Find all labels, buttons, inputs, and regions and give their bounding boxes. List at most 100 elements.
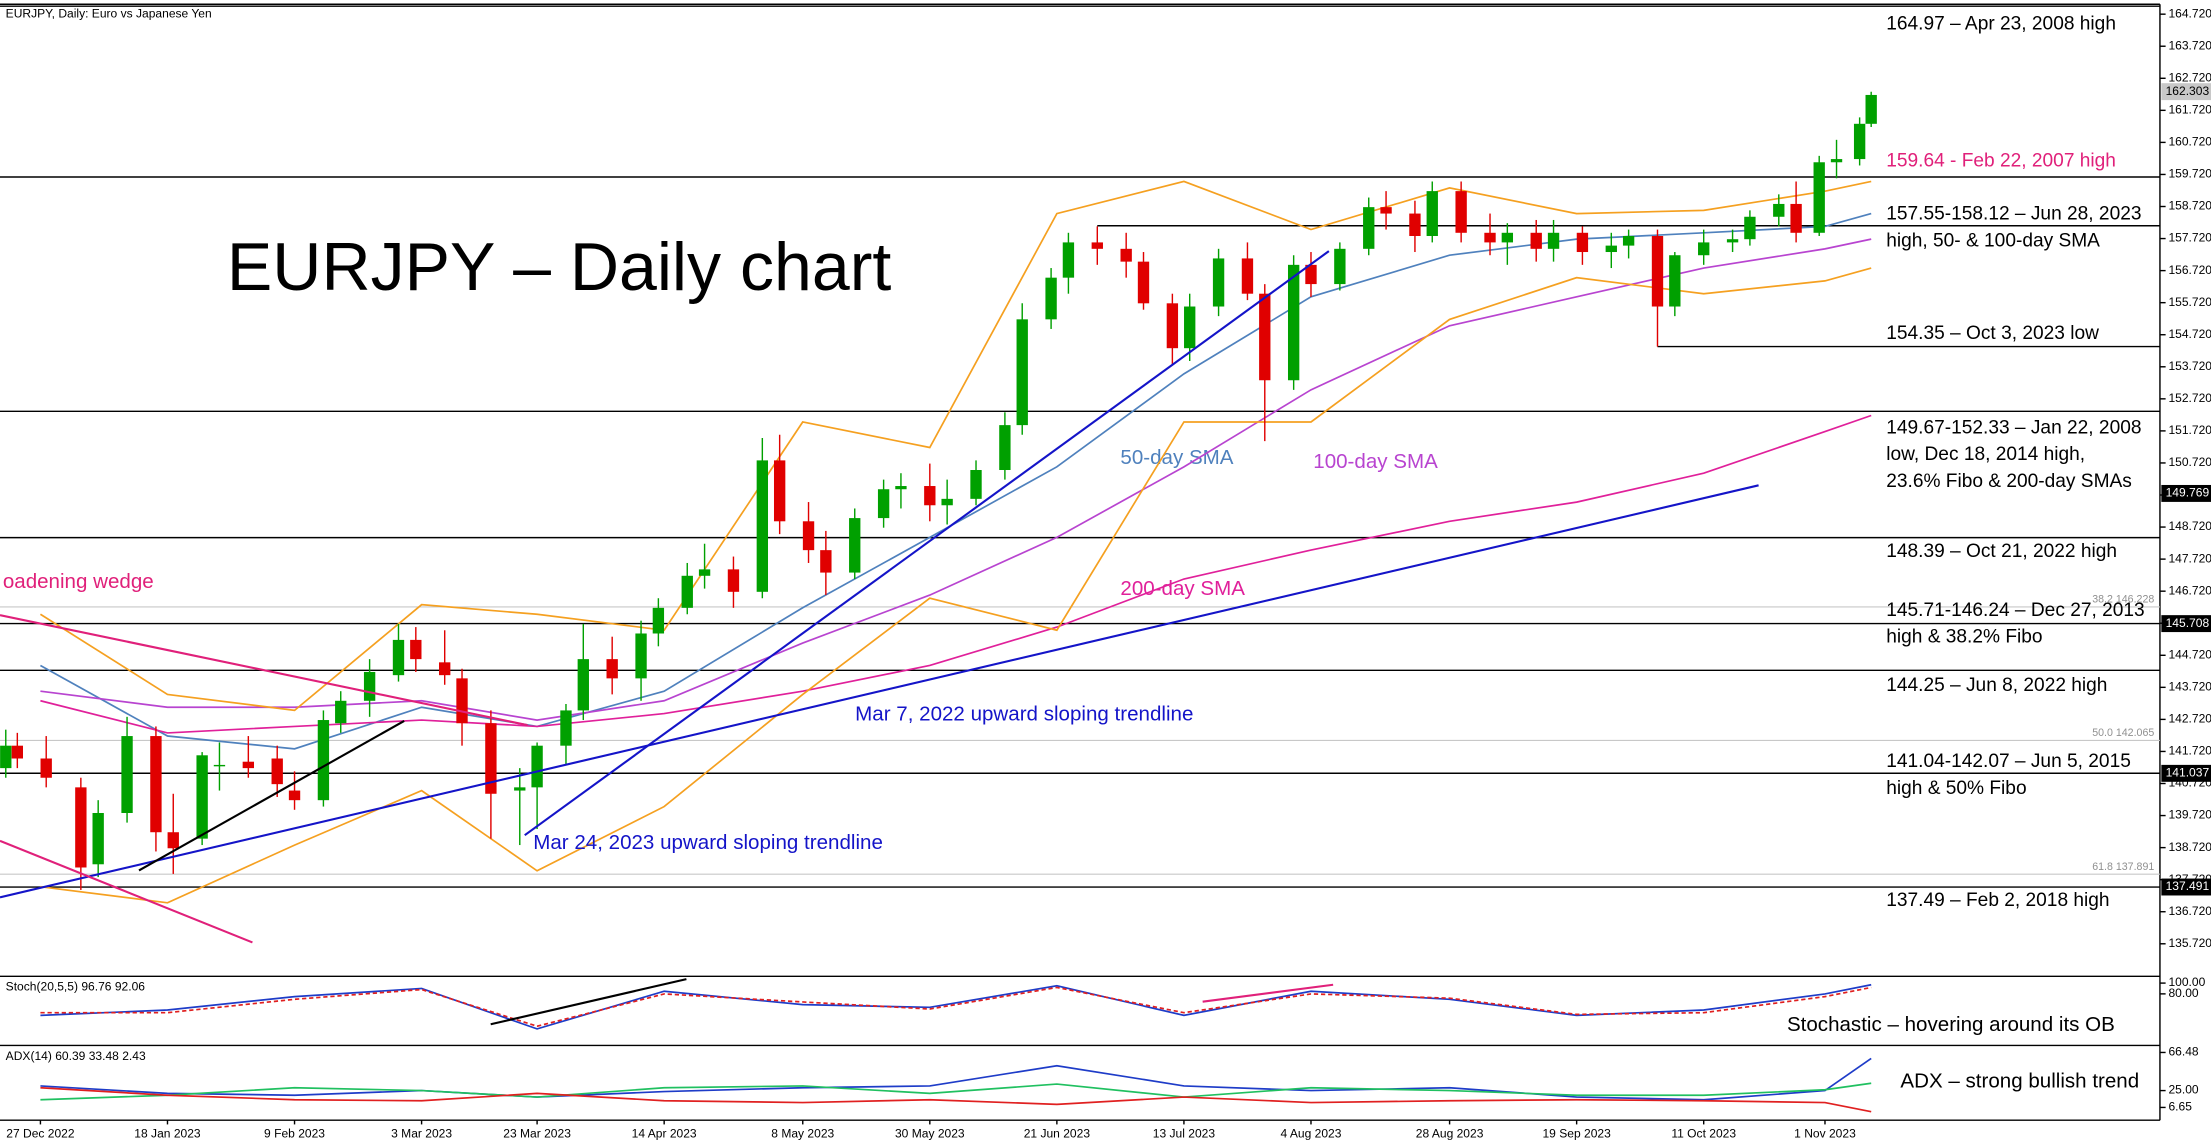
level-label: 159.64 - Feb 22, 2007 high	[1886, 151, 2116, 172]
y-tick-label: 80.00	[2168, 986, 2198, 1000]
candle-body	[150, 736, 162, 833]
y-tick-label: 155.720	[2168, 295, 2211, 309]
y-tick-label: 156.720	[2168, 263, 2211, 277]
y-tick-label: 100.00	[2168, 975, 2205, 989]
y-tick-label: 157.720	[2168, 231, 2211, 245]
level-label: 145.71-146.24 – Dec 27, 2013	[1886, 600, 2144, 621]
series-line	[40, 414, 1872, 734]
fibo-label: 61.8 137.891	[2092, 861, 2154, 873]
y-tick-label: 164.720	[2168, 6, 2211, 20]
fibo-label: 50.0 142.065	[2092, 727, 2154, 739]
candle-body	[1547, 232, 1560, 249]
y-tick-label: 153.720	[2168, 359, 2211, 373]
series-line	[40, 1057, 1872, 1101]
candle-body	[1698, 242, 1710, 256]
candle-body	[1455, 191, 1467, 233]
candle-body	[1576, 232, 1589, 253]
y-tick-label: 136.720	[2168, 904, 2211, 918]
y-tick-label: 159.720	[2168, 167, 2211, 181]
y-tick-label: 141.720	[2168, 744, 2211, 758]
x-tick-label: 8 May 2023	[771, 1126, 834, 1140]
candle-body	[335, 700, 347, 724]
annotation: ADX – strong bullish trend	[1900, 1070, 2139, 1093]
y-tick-label: 66.48	[2168, 1045, 2198, 1059]
candle-body	[1426, 191, 1438, 236]
candle-body	[652, 607, 665, 634]
candle-body	[681, 575, 693, 608]
candle-body	[439, 662, 451, 676]
y-tick-label: 151.720	[2168, 423, 2211, 437]
candle-body	[924, 486, 936, 506]
candle-body	[196, 755, 208, 839]
candle-body	[456, 678, 468, 724]
y-tick-label: 138.720	[2168, 840, 2211, 854]
level-label: 148.39 – Oct 21, 2022 high	[1886, 541, 2117, 562]
x-tick-label: 19 Sep 2023	[1542, 1126, 1611, 1140]
candle-body	[1305, 264, 1317, 285]
candle-body	[121, 736, 133, 813]
candle-body	[1380, 207, 1392, 214]
candle-body	[877, 489, 890, 519]
x-tick-label: 23 Mar 2023	[503, 1126, 571, 1140]
price-marker	[2161, 764, 2211, 782]
candle-body	[392, 639, 405, 676]
candle-body	[514, 787, 526, 791]
price-marker	[2161, 878, 2211, 896]
level-label: 23.6% Fibo & 200-day SMAs	[1886, 471, 2132, 492]
level-label: 144.25 – Jun 8, 2022 high	[1886, 675, 2107, 696]
candle-body	[92, 812, 104, 865]
panel-title: ADX(14) 60.39 33.48 2.43	[6, 1049, 146, 1063]
candle-body	[213, 764, 226, 767]
y-tick-label: 25.00	[2168, 1083, 2198, 1097]
y-tick-label: 139.720	[2168, 808, 2211, 822]
y-tick-label: 6.65	[2168, 1100, 2192, 1114]
candle-body	[727, 569, 740, 592]
candle-body	[242, 761, 255, 769]
candle-body	[1501, 232, 1514, 243]
candle-body	[1062, 242, 1075, 278]
candle-body	[288, 790, 301, 801]
candle-body	[1830, 159, 1843, 163]
price-marker	[2161, 83, 2211, 101]
series-line	[40, 1086, 1872, 1113]
candle-body	[606, 659, 618, 679]
series-name: 100-day SMA	[1313, 450, 1438, 473]
candle-body	[1184, 306, 1196, 349]
price-marker-label: 137.491	[2166, 879, 2210, 893]
candle-body	[1669, 255, 1681, 307]
candle-body	[635, 633, 647, 679]
series-line	[40, 986, 1872, 1028]
price-marker	[2161, 615, 2211, 633]
candle-body	[531, 745, 543, 788]
level-label: 154.35 – Oct 3, 2023 low	[1886, 323, 2099, 344]
plot-layer: EURJPY, Daily: Euro vs Japanese Yen 164.7…	[0, 5, 2211, 1140]
series-line	[40, 238, 1872, 721]
candle-body	[1363, 207, 1375, 249]
panel-title: EURJPY, Daily: Euro vs Japanese Yen	[6, 6, 212, 20]
level-label: 141.04-142.07 – Jun 5, 2015	[1886, 751, 2131, 772]
fibo-label: 38.2 146.228	[2092, 594, 2154, 606]
level-label: high & 38.2% Fibo	[1886, 627, 2042, 648]
candle-body	[167, 832, 179, 849]
candle-body	[1744, 216, 1756, 240]
series-line	[40, 212, 1872, 750]
candle-body	[577, 659, 589, 711]
x-tick-label: 21 Jun 2023	[1024, 1126, 1091, 1140]
y-tick-label: 154.720	[2168, 327, 2211, 341]
candle-body	[1484, 232, 1496, 243]
y-tick-label: 150.720	[2168, 455, 2211, 469]
candle-body	[1726, 239, 1739, 243]
level-label: 149.67-152.33 – Jan 22, 2008	[1886, 417, 2141, 438]
y-tick-label: 146.720	[2168, 583, 2211, 597]
y-tick-label: 135.720	[2168, 936, 2211, 950]
candle-body	[698, 569, 711, 576]
y-tick-label: 142.720	[2168, 712, 2211, 726]
y-tick-label: 143.720	[2168, 680, 2211, 694]
candle-body	[317, 720, 330, 801]
candle-body	[1334, 248, 1346, 285]
price-marker	[2161, 484, 2211, 502]
annotation: Mar 7, 2022 upward sloping trendline	[855, 703, 1193, 726]
